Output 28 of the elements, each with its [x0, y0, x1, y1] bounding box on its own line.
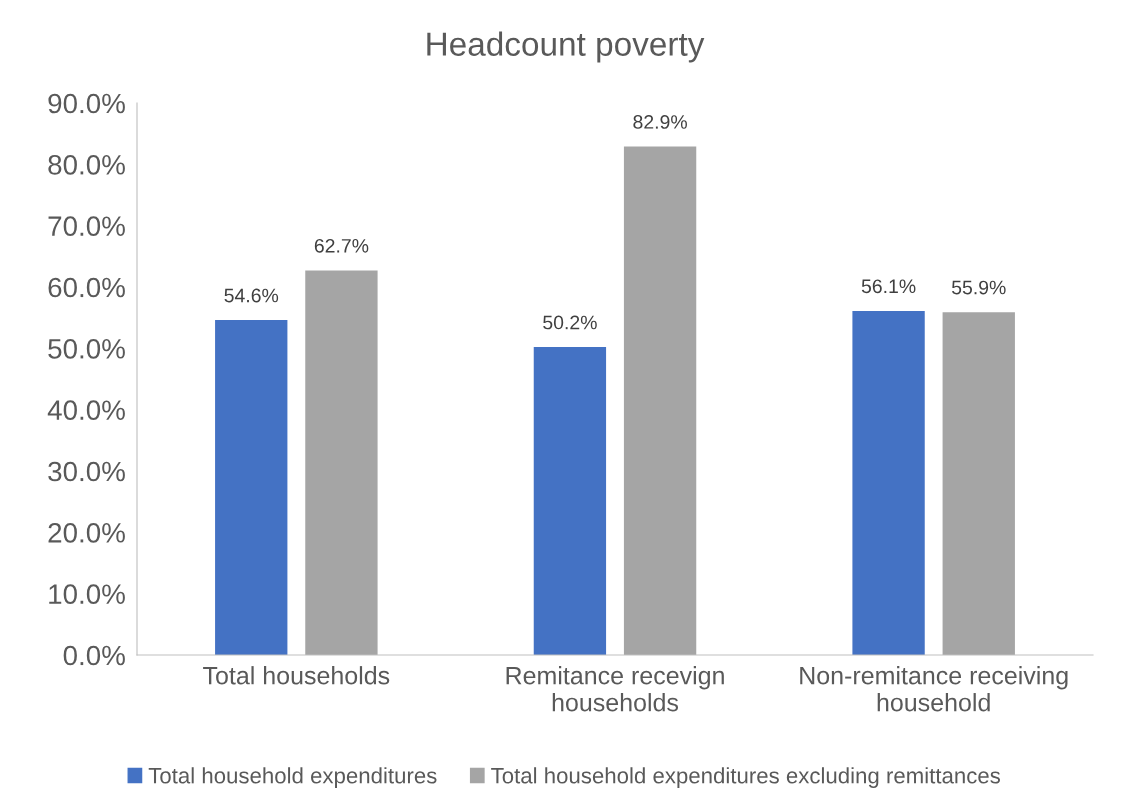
y-tick-label: 90.0% — [48, 93, 125, 114]
y-tick-label: 70.0% — [48, 216, 125, 237]
data-label: 55.9% — [951, 280, 1006, 295]
data-label: 82.9% — [633, 115, 687, 129]
x-tick-label: Total households — [203, 666, 390, 685]
bar — [942, 312, 1015, 655]
x-tick-label: Non-remitance receiving household — [800, 666, 1068, 712]
y-tick-label: 10.0% — [49, 584, 125, 605]
y-tick-label: 80.0% — [48, 155, 125, 175]
bar — [852, 310, 925, 655]
data-label: 56.1% — [861, 279, 916, 294]
legend-label: Total household expenditures — [148, 767, 437, 788]
data-label: 62.7% — [314, 238, 369, 253]
y-tick-label: 60.0% — [48, 277, 125, 298]
y-tick-label: 20.0% — [48, 523, 125, 543]
y-tick-label: 40.0% — [47, 400, 125, 421]
bar — [623, 146, 697, 655]
bar — [305, 270, 378, 655]
y-tick-label: 0.0% — [63, 645, 125, 666]
x-tick-label: Remitance recevign households — [506, 666, 724, 712]
y-tick-label: 50.0% — [48, 339, 125, 359]
data-label: 50.2% — [543, 315, 597, 330]
bar — [215, 320, 288, 655]
chart-title: Headcount poverty — [427, 31, 705, 63]
data-label: 54.6% — [224, 288, 279, 303]
bar — [533, 347, 607, 655]
legend-label: Total household expenditures excluding remittances — [491, 767, 1000, 788]
y-tick-label: 30.0% — [48, 461, 125, 482]
